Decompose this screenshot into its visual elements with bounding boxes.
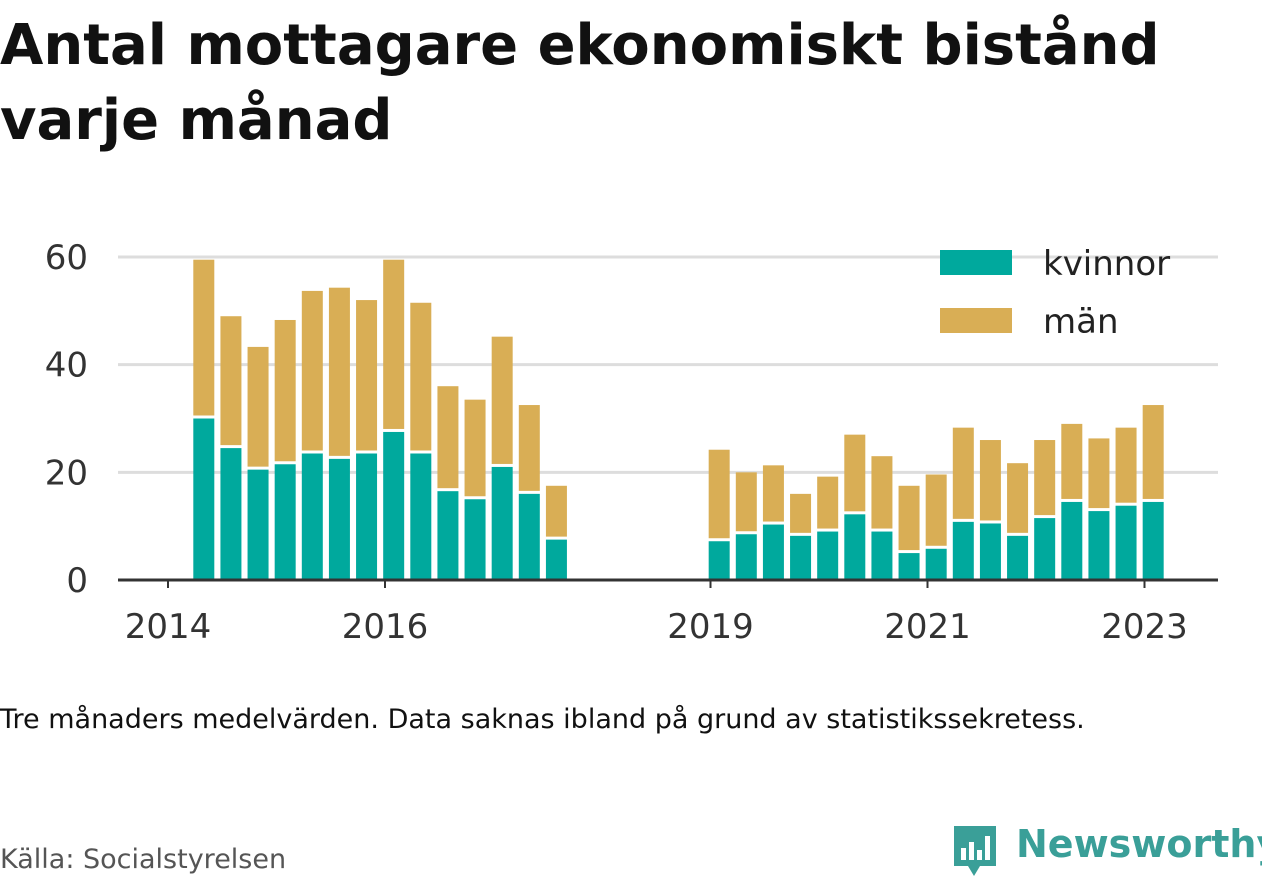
bar-kvinnor [790,535,812,580]
bar-man [356,300,378,451]
newsworthy-logo[interactable]: Newsworthy [948,818,1262,878]
bar-kvinnor [193,418,215,580]
bar-kvinnor [1061,501,1083,580]
bar-kvinnor [410,453,432,580]
bar-kvinnor [735,534,757,580]
bar-man [328,287,350,456]
bar-man [1007,463,1029,533]
bar-kvinnor [518,493,540,580]
y-tick-label: 20 [45,453,88,493]
bar-kvinnor [762,524,784,580]
y-tick-label: 60 [45,238,88,278]
bar-kvinnor [491,466,513,580]
bar-man [464,399,486,497]
bar-man [274,319,296,462]
bar-man [247,346,269,467]
bar-kvinnor [925,548,947,580]
bar-man [1088,438,1110,509]
bar-kvinnor [545,539,567,580]
bar-man [817,476,839,529]
x-tick-label: 2016 [342,607,429,647]
bar-kvinnor [1142,501,1164,580]
bar-man [1142,405,1164,499]
bar-man [518,405,540,491]
bar-man [790,493,812,533]
bar-man [1034,440,1056,516]
source-credit: Källa: Socialstyrelsen [0,844,287,875]
bar-man [545,485,567,537]
bar-kvinnor [1088,511,1110,580]
bar-kvinnor [274,464,296,580]
x-tick-label: 2014 [125,607,212,647]
bar-man [925,474,947,546]
x-tick-label: 2021 [884,607,971,647]
bar-man [193,259,215,416]
legend: kvinnor män [940,244,1170,342]
bar-man [410,302,432,451]
bars [193,259,1164,580]
newsworthy-logo-icon [954,826,996,876]
bar-man [762,465,784,522]
bar-kvinnor [220,448,242,580]
legend-swatch [940,308,1012,333]
y-tick-label: 0 [66,561,88,601]
bar-kvinnor [247,469,269,580]
bar-kvinnor [328,458,350,580]
y-axis-tick-labels: 0 20 40 60 [45,238,88,601]
bar-man [1115,427,1137,503]
bar-kvinnor [952,521,974,580]
x-tick-label: 2023 [1101,607,1188,647]
bar-man [735,472,757,532]
legend-swatch [940,250,1012,275]
bar-man [844,434,866,512]
bar-kvinnor [437,491,459,580]
bar-kvinnor [464,499,486,580]
bar-man [220,316,242,446]
bar-kvinnor [383,431,405,580]
bar-man [708,449,730,539]
logo-text: Newsworthy [1016,822,1262,866]
bar-kvinnor [898,553,920,580]
y-tick-label: 40 [45,346,88,386]
bar-man [898,485,920,551]
bar-man [383,259,405,429]
bar-kvinnor [817,531,839,580]
bar-man [1061,423,1083,499]
bar-kvinnor [1034,518,1056,580]
legend-label: kvinnor [1043,244,1170,284]
bar-man [979,440,1001,521]
bar-kvinnor [356,453,378,580]
chart-note: Tre månaders medelvärden. Data saknas ib… [0,704,1085,735]
bar-man [301,290,323,451]
x-axis: 2014 2016 2019 2021 2023 [118,578,1218,647]
bar-kvinnor [708,541,730,580]
bar-kvinnor [1115,505,1137,580]
legend-label: män [1043,302,1119,342]
x-tick-label: 2019 [667,607,754,647]
bar-chart: 0 20 40 60 2014 2016 2019 2021 2023 kvinnor män [45,238,1218,647]
bar-kvinnor [979,523,1001,580]
bar-man [437,386,459,489]
bar-kvinnor [301,453,323,580]
bar-man [871,456,893,529]
chart-title: Antal mottagare ekonomiskt bistånd varje… [0,13,1160,153]
bar-kvinnor [844,514,866,580]
bar-kvinnor [1007,535,1029,580]
bar-kvinnor [871,531,893,580]
bar-man [952,427,974,519]
bar-man [491,336,513,464]
